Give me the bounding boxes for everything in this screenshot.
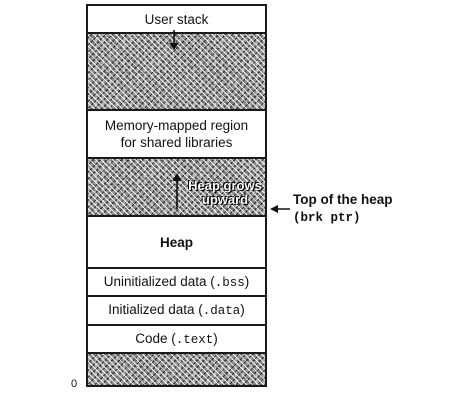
- code-label-section: .text: [175, 332, 214, 347]
- user-stack-label: User stack: [144, 11, 209, 27]
- heap-grows-label: Heap grows upward: [182, 179, 268, 207]
- free-space-upper: [88, 32, 265, 109]
- data-region: Initialized data (.data): [88, 295, 265, 324]
- code-label-text: Code (: [135, 330, 176, 346]
- code-region: Code (.text): [88, 324, 265, 352]
- heap-grows-line1: Heap grows: [188, 178, 262, 193]
- data-label-section: .data: [202, 304, 241, 318]
- bss-label-section: .bss: [214, 275, 245, 290]
- code-label-close: ): [213, 330, 218, 346]
- bss-label-text: Uninitialized data (: [103, 273, 215, 289]
- address-zero-label: 0: [71, 378, 78, 390]
- mmap-region: Memory-mapped region for shared librarie…: [88, 109, 265, 157]
- bss-region: Uninitialized data (.bss): [88, 267, 265, 295]
- top-of-heap-arrowhead: [270, 205, 278, 213]
- top-of-heap-label: Top of the heap: [293, 192, 393, 207]
- brk-ptr-label: (brk ptr): [293, 211, 361, 225]
- heap-region: Heap: [88, 215, 265, 267]
- memory-layout-column: User stack Memory-mapped region for shar…: [86, 4, 267, 387]
- code-label: Code (.text): [135, 330, 218, 349]
- heap-label: Heap: [159, 234, 193, 250]
- data-label: Initialized data (.data): [108, 301, 245, 320]
- user-stack-region: User stack: [88, 6, 265, 32]
- data-label-close: ): [240, 302, 245, 317]
- data-label-text: Initialized data (: [108, 302, 203, 317]
- bss-label-close: ): [244, 273, 250, 289]
- heap-grows-line2: upward: [201, 192, 249, 207]
- free-space-bottom: [88, 352, 265, 385]
- mmap-label-line2: for shared libraries: [120, 135, 233, 150]
- top-of-heap-annotation: Top of the heap (brk ptr): [293, 191, 393, 227]
- free-space-middle: Heap grows upward: [88, 157, 265, 215]
- bss-label: Uninitialized data (.bss): [104, 273, 250, 292]
- mmap-label-line1: Memory-mapped region: [104, 118, 249, 133]
